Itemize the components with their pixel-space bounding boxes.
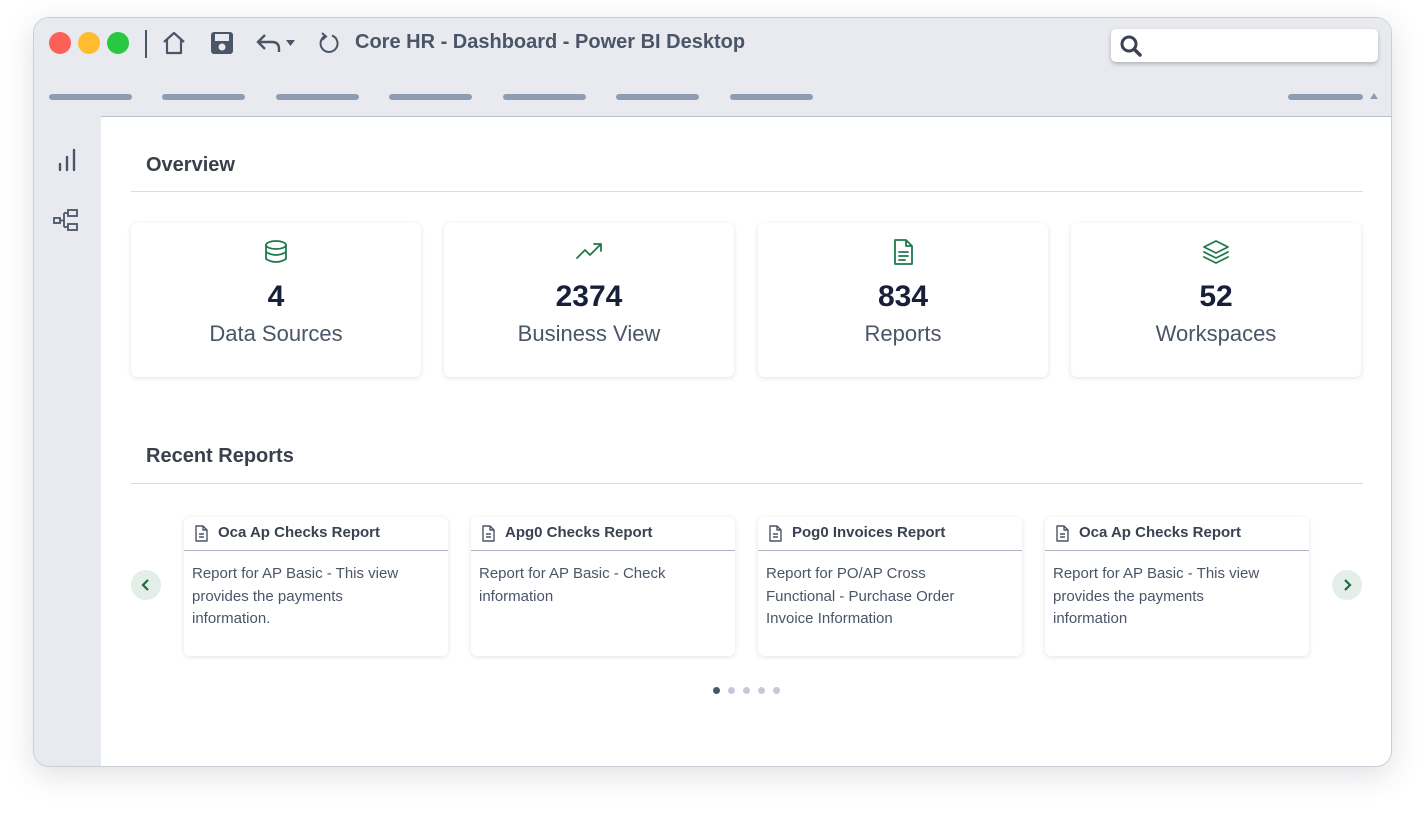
- search-icon: [1120, 35, 1142, 57]
- stat-icon: [576, 243, 602, 259]
- stat-card[interactable]: 834 Reports: [758, 223, 1048, 377]
- section-heading: Recent Reports: [146, 445, 294, 467]
- section-heading: Overview: [146, 154, 235, 176]
- ribbon-tab[interactable]: [1288, 94, 1363, 100]
- carousel-dot[interactable]: [728, 687, 735, 694]
- ribbon-tab[interactable]: [49, 94, 132, 100]
- report-card[interactable]: Pog0 Invoices Report Report for PO/AP Cro…: [758, 517, 1022, 656]
- save-icon[interactable]: [209, 30, 235, 56]
- divider: [1045, 550, 1309, 551]
- report-card[interactable]: Apg0 Checks Report Report for AP Basic - …: [471, 517, 735, 656]
- report-description: Report for AP Basic - Check information: [479, 565, 666, 605]
- divider: [145, 30, 147, 58]
- stat-label: Workspaces: [1155, 321, 1277, 346]
- report-title: Oca Ap Checks Report: [218, 524, 380, 541]
- divider: [184, 550, 448, 551]
- title-bar: Core HR - Dashboard - Power BI Desktop: [34, 18, 1391, 117]
- stat-card[interactable]: 2374 Business View: [444, 223, 734, 377]
- stat-card[interactable]: 52 Workspaces: [1071, 223, 1361, 377]
- close-button[interactable]: [49, 32, 71, 54]
- stat-label: Reports: [864, 321, 942, 346]
- stat-value: 52: [1199, 280, 1233, 313]
- divider: [471, 550, 735, 551]
- divider: [758, 550, 1022, 551]
- chevron-left: [141, 579, 149, 591]
- stat-icon: [894, 239, 913, 265]
- stat-label: Business View: [517, 321, 661, 346]
- report-description: Report for PO/AP Cross Functional - Purc…: [766, 565, 955, 627]
- stat-value: 2374: [555, 280, 623, 313]
- report-description: Report for AP Basic - This view provides…: [192, 565, 399, 627]
- report-description: Report for AP Basic - This view provides…: [1053, 565, 1260, 627]
- report-card[interactable]: Oca Ap Checks Report Report for AP Basic …: [184, 517, 448, 656]
- carousel-prev[interactable]: [131, 570, 161, 600]
- report-icon: [195, 525, 208, 542]
- report-title: Pog0 Invoices Report: [792, 524, 946, 541]
- ribbon-tab[interactable]: [162, 94, 245, 100]
- stat-icon: [1203, 240, 1229, 264]
- stat-value: 834: [877, 280, 929, 313]
- carousel-dot[interactable]: [743, 687, 750, 694]
- home-icon[interactable]: [161, 30, 187, 56]
- refresh-icon[interactable]: [317, 31, 341, 55]
- stat-label: Data Sources: [209, 321, 343, 346]
- window-title: Core HR - Dashboard - Power BI Desktop: [355, 31, 746, 53]
- search-box[interactable]: [1111, 29, 1378, 62]
- maximize-button[interactable]: [107, 32, 129, 54]
- ribbon-tab[interactable]: [389, 94, 472, 100]
- report-title: Oca Ap Checks Report: [1079, 524, 1241, 541]
- report-icon: [1056, 525, 1069, 542]
- report-icon: [482, 525, 495, 542]
- chevron-right: [1344, 579, 1352, 591]
- report-view-icon[interactable]: [56, 148, 78, 172]
- minimize-button[interactable]: [78, 32, 100, 54]
- ribbon-tab[interactable]: [276, 94, 359, 100]
- report-title: Apg0 Checks Report: [505, 524, 653, 541]
- ribbon-tab[interactable]: [503, 94, 586, 100]
- divider: [131, 191, 1363, 192]
- report-icon: [769, 525, 782, 542]
- undo-icon[interactable]: [255, 31, 299, 55]
- stat-icon: [265, 240, 287, 263]
- carousel-dot[interactable]: [713, 687, 720, 694]
- carousel-dot[interactable]: [773, 687, 780, 694]
- model-view-icon[interactable]: [53, 208, 81, 232]
- report-card[interactable]: Oca Ap Checks Report Report for AP Basic …: [1045, 517, 1309, 656]
- carousel-dot[interactable]: [758, 687, 765, 694]
- ribbon-tab[interactable]: [616, 94, 699, 100]
- collapse-ribbon[interactable]: [1370, 92, 1378, 100]
- carousel-next[interactable]: [1332, 570, 1362, 600]
- app-window: Core HR - Dashboard - Power BI Desktop O…: [33, 17, 1392, 767]
- stat-value: 4: [267, 280, 285, 313]
- divider: [131, 483, 1363, 484]
- ribbon-tab[interactable]: [730, 94, 813, 100]
- stat-card[interactable]: 4 Data Sources: [131, 223, 421, 377]
- sidebar: [34, 116, 101, 766]
